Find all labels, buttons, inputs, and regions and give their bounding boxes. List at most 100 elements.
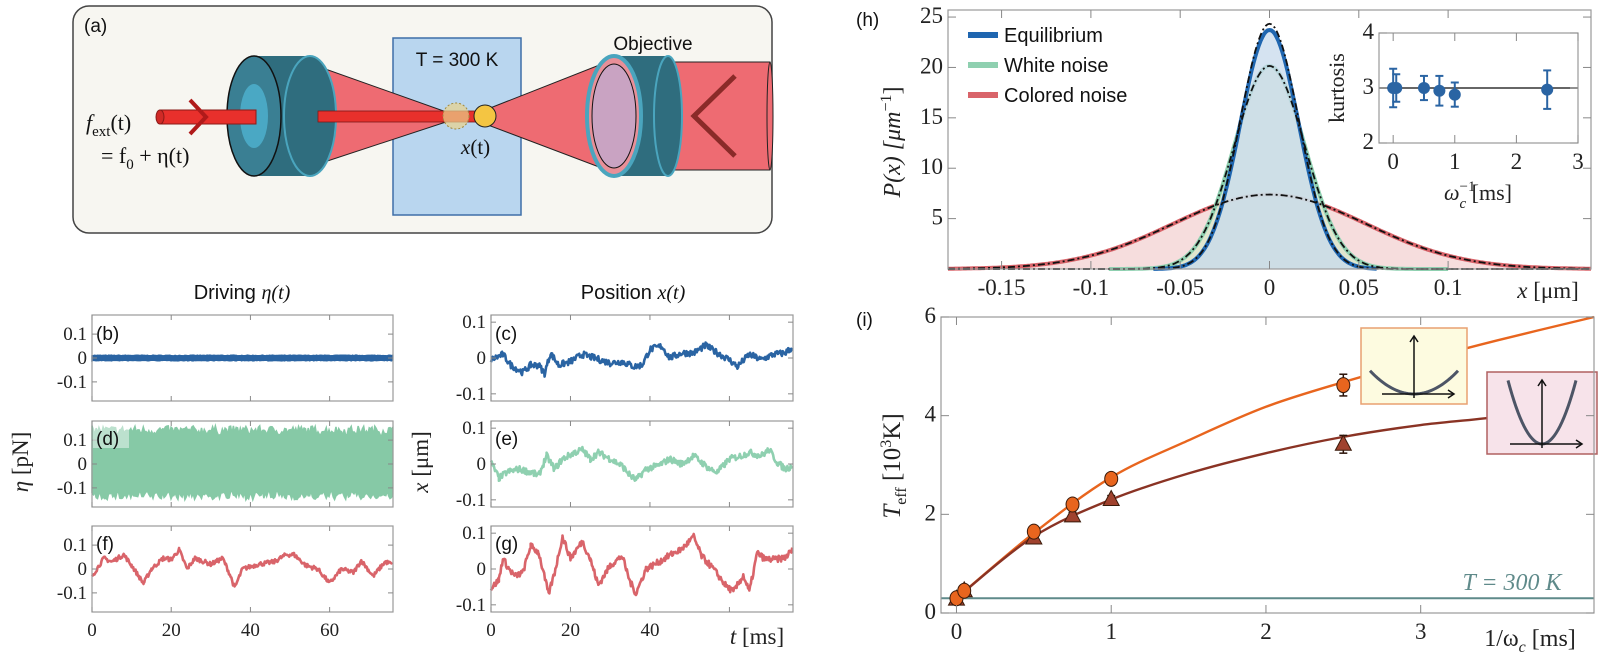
c-ytick-label: 0.1 xyxy=(462,312,486,333)
panel-label-d: (d) xyxy=(96,429,119,450)
chart-b: -0.1 0 0.1 xyxy=(57,314,394,402)
legend-label: Colored noise xyxy=(1004,85,1127,107)
beam-direction-chevron-icon xyxy=(188,98,209,136)
h-xtick-label: 0.05 xyxy=(1339,275,1379,300)
panel-label-i: (i) xyxy=(856,310,873,331)
b-ytick-label: 0.1 xyxy=(63,324,87,345)
i-circle-marker xyxy=(1104,470,1119,487)
c-trace xyxy=(489,341,794,378)
panel-d-label-background xyxy=(93,422,129,448)
i-triangle-marker xyxy=(1334,434,1353,451)
i-xtick-label: 0 xyxy=(951,619,963,644)
h-x-axis-label: x [μm] xyxy=(1516,278,1579,303)
chart-i: 0 1 2 3 0 2 4 6 xyxy=(925,303,1598,644)
i-ytick-label: 4 xyxy=(925,402,937,427)
h-ytick-label: 10 xyxy=(920,154,943,179)
f-ytick-label: 0.1 xyxy=(63,535,87,556)
d-ytick-label: 0.1 xyxy=(63,430,87,451)
g-plot-area xyxy=(491,526,793,612)
h-y-axis-label: P(x) [μm−1] xyxy=(878,86,906,198)
position-label: x(t) xyxy=(460,135,490,159)
inset-data-point xyxy=(1390,82,1403,94)
chart-d: -0.1 0 0.1 xyxy=(57,420,394,508)
time-axis-label: t [ms] xyxy=(730,624,784,649)
h-gaussian-fit-0 xyxy=(948,193,1590,270)
panel-label-g: (g) xyxy=(495,534,518,555)
i-ytick-label: 2 xyxy=(925,500,937,525)
stiff-trap-inset xyxy=(1486,371,1598,455)
i-triangle-marker xyxy=(1102,489,1121,507)
f-ytick-label: -0.1 xyxy=(57,583,87,604)
chart-g: 0 20 40-0.100.1 xyxy=(456,523,794,641)
i-circle-marker xyxy=(957,582,972,599)
h-xtick-label: 0.1 xyxy=(1434,275,1463,300)
g-xtick-label: 40 xyxy=(640,620,659,641)
eta-axis-label: η [pN] xyxy=(8,432,33,493)
e-ytick-label: 0 xyxy=(477,454,487,475)
position-column-title: Position x(t) xyxy=(581,282,686,304)
g-trace xyxy=(489,532,794,597)
g-xtick-label: 0 xyxy=(486,620,496,641)
trapped-bead xyxy=(473,104,497,128)
h-ytick-label: 15 xyxy=(920,104,943,129)
h-ytick-label: 20 xyxy=(920,53,943,78)
h-xtick-label: 0 xyxy=(1264,275,1276,300)
h_inset-xtick-label: 2 xyxy=(1511,149,1523,174)
panel-label-a: (a) xyxy=(84,16,107,37)
panel-label-f: (f) xyxy=(96,534,114,555)
b-ytick-label: -0.1 xyxy=(57,372,87,393)
d-signal-band xyxy=(91,423,394,503)
e-plot-area xyxy=(491,421,793,507)
h-histogram-2 xyxy=(1153,30,1377,269)
i-y-axis-label: Teff [103K] xyxy=(878,413,910,518)
bath-temperature-label: T = 300 K xyxy=(416,50,499,71)
weak-trap-inset xyxy=(1360,327,1468,405)
i-axes-frame xyxy=(940,316,1595,614)
panel-label-b: (b) xyxy=(96,324,119,345)
inset-x-axis-label: ω−1 c [ms] xyxy=(1444,179,1512,212)
external-force-label: fext(t) xyxy=(86,110,131,140)
i-circle-marker xyxy=(1026,523,1041,540)
external-force-definition: = f0 + η(t) xyxy=(101,143,189,173)
inset-y-axis-label: kurtosis xyxy=(1324,53,1349,123)
arrowhead-icon xyxy=(1575,439,1584,449)
driving-column-title: Driving η(t) xyxy=(194,282,291,304)
inset-data-point xyxy=(1433,84,1446,97)
arrowhead-icon xyxy=(1447,389,1456,399)
h-xtick-label: -0.05 xyxy=(1156,275,1204,300)
arrowhead-icon xyxy=(1409,334,1419,343)
i-plot-area xyxy=(941,317,1594,613)
inset-data-point xyxy=(1448,88,1461,101)
i-x-axis-label: 1/ωc [ms] xyxy=(1484,626,1576,656)
i-circle-marker xyxy=(1065,496,1080,513)
i-reference-label: T = 300 K xyxy=(1462,570,1563,596)
h-ytick-label: 5 xyxy=(932,205,944,230)
panel-label-e: (e) xyxy=(495,429,518,450)
e-ytick-label: -0.1 xyxy=(456,490,486,511)
g-xtick-label: 20 xyxy=(561,620,580,641)
i-xtick-label: 3 xyxy=(1415,619,1427,644)
chart-e: -0.1 0 0.1 xyxy=(456,418,794,511)
chart-f: 0 20 40 60-0.100.1 xyxy=(57,525,394,641)
f-xtick-label: 40 xyxy=(241,620,260,641)
e-ytick-label: 0.1 xyxy=(462,418,486,439)
h_inset-ytick-label: 4 xyxy=(1363,19,1375,44)
i-fit-curve-circle xyxy=(955,315,1595,600)
charts: -0.100.1-0.100.10 20 40 60-0.100.1-0.100.1-… xyxy=(57,3,1598,644)
h-xtick-label: -0.1 xyxy=(1073,275,1109,300)
f-xtick-label: 0 xyxy=(87,620,97,641)
beam-direction-chevron-icon-out xyxy=(690,74,737,158)
objective-label: Objective xyxy=(613,34,692,55)
g-ytick-label: -0.1 xyxy=(456,595,486,616)
h-ytick-label: 25 xyxy=(920,3,943,28)
f-xtick-label: 60 xyxy=(320,620,339,641)
c-plot-area xyxy=(491,315,793,401)
chart-h_inset: 0 1 2 3 2 3 4 xyxy=(1363,19,1584,174)
objective xyxy=(585,54,774,178)
i-circle-marker xyxy=(1336,377,1351,394)
d-ytick-label: -0.1 xyxy=(57,478,87,499)
chart-c: -0.1 0 0.1 xyxy=(456,312,794,405)
panel-label-c: (c) xyxy=(495,324,517,345)
e-trace xyxy=(489,445,794,483)
i-fit-curve-triangle xyxy=(955,400,1595,600)
